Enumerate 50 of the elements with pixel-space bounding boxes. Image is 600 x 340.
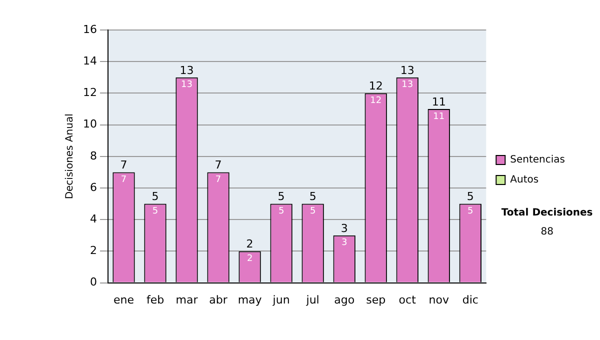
x-tick-label: dic	[462, 293, 478, 306]
total-label: 5	[309, 190, 316, 204]
total-label: 2	[246, 238, 254, 251]
text: 88	[540, 226, 554, 238]
data-label: 5	[310, 206, 316, 217]
data-label: 2	[246, 254, 253, 264]
text: Total Decisiones	[501, 208, 593, 219]
x-tick-label: ago	[334, 293, 355, 306]
y-tick-label: 16	[82, 22, 97, 36]
total-label: 5	[466, 190, 474, 204]
y-axis-title: Decisiones Anual	[64, 114, 76, 200]
x-tick-label: ene	[113, 293, 134, 306]
x-tick-label: oct	[398, 293, 417, 306]
x-tick-label: abr	[209, 293, 228, 306]
total-label: 3	[340, 222, 348, 235]
x-tick-label: nov	[428, 293, 450, 306]
data-label: 13	[402, 80, 414, 90]
y-tick-label: 8	[90, 149, 97, 162]
total-label: 5	[278, 190, 285, 204]
data-label: 11	[433, 112, 445, 122]
total-label: 5	[152, 190, 159, 204]
data-label: 5	[468, 206, 474, 217]
y-tick-label: 14	[82, 54, 97, 68]
total-label: 7	[120, 158, 128, 172]
x-tick-label: feb	[146, 293, 164, 306]
data-label: 5	[278, 206, 284, 217]
data-label: 12	[370, 96, 382, 106]
data-label: 5	[152, 206, 158, 217]
y-tick-label: 6	[90, 180, 97, 194]
data-label: 7	[215, 175, 222, 186]
data-label: 3	[341, 238, 348, 248]
data-label: 7	[120, 175, 127, 186]
y-tick-label: 2	[90, 244, 97, 258]
y-tick-label: 0	[90, 276, 97, 289]
legend-label: Sentencias	[510, 154, 566, 166]
total-label: 12	[368, 80, 383, 93]
legend-label: Autos	[510, 174, 539, 186]
y-tick-label: 10	[82, 118, 97, 131]
x-tick-label: sep	[366, 293, 386, 306]
y-tick-label: 4	[90, 212, 97, 226]
total-label: 7	[214, 158, 222, 172]
x-tick-label: jun	[272, 293, 290, 306]
total-label: 13	[400, 64, 414, 77]
y-tick-label: 12	[82, 86, 97, 100]
total-label: 11	[432, 95, 446, 108]
x-tick-label: mar	[176, 293, 198, 306]
total-label: 13	[180, 64, 194, 77]
data-label: 13	[181, 80, 193, 90]
x-tick-label: jul	[305, 293, 320, 306]
x-tick-label: may	[238, 293, 262, 306]
